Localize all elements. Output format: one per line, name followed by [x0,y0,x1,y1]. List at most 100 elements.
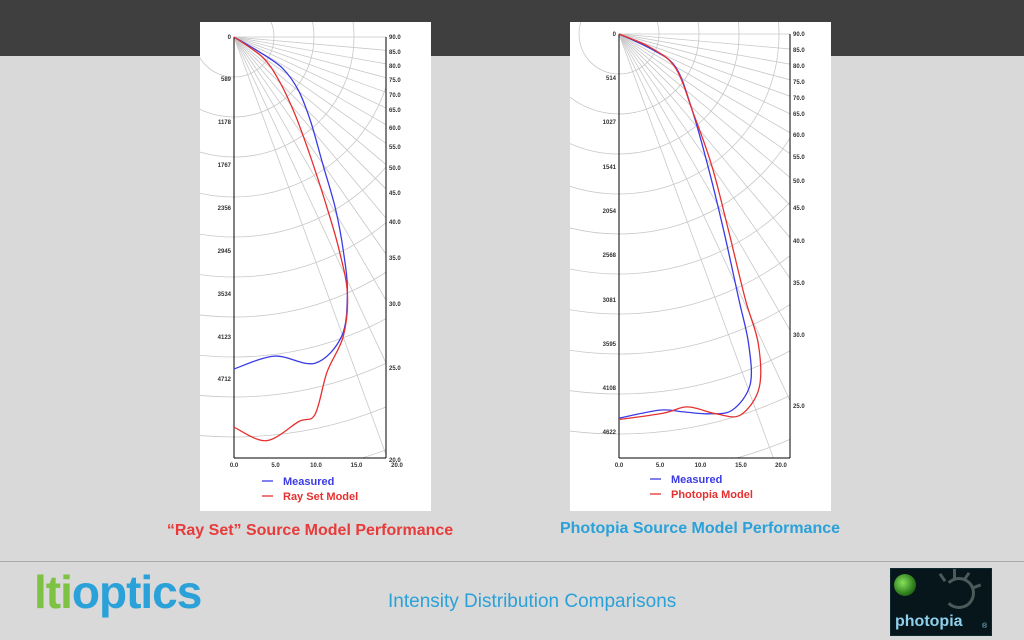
grid-ray [233,36,431,73]
angle-label: 55.0 [793,155,805,161]
y-tick-label: 0 [613,32,617,38]
caption-photopia: Photopia Source Model Performance [559,520,841,537]
grid-ray [233,36,431,91]
y-tick-label: 2945 [218,249,232,255]
angle-label: 60.0 [793,133,805,139]
grid-ray [233,36,431,320]
series-line-model [233,36,349,442]
polar-chart-ray-set: 0 589 1178 1767 2356 2945 3534 4123 4712 0.0 5.0 10… [200,22,431,511]
angle-label: 85.0 [389,50,401,56]
y-tick-label: 0 [228,35,232,41]
ray-mark [953,569,956,578]
angle-label: 55.0 [389,145,401,151]
footer-divider [0,561,1024,562]
x-tick-label: 10.0 [695,463,707,469]
x-tick-label: 20.0 [775,463,787,469]
angle-label: 65.0 [793,112,805,118]
plot-mask [570,458,831,511]
legend-label: Measured [283,476,334,488]
angle-label: 75.0 [389,78,401,84]
angle-label: 45.0 [389,191,401,197]
grid-ray [618,33,831,92]
series-line-measured [233,36,349,370]
slide-title: Intensity Distribution Comparisons [388,591,677,612]
y-tick-label: 1541 [603,165,617,171]
angle-label: 25.0 [793,404,805,410]
y-tick-label: 3534 [218,292,232,298]
grid-ray [618,33,831,134]
y-tick-label: 2568 [603,253,617,259]
sphere-icon [894,574,916,596]
y-tick-label: 589 [221,77,232,83]
angle-label: 35.0 [793,281,805,287]
angle-label: 20.0 [389,458,401,464]
grid-ray [618,33,831,157]
grid-arc [200,22,275,78]
plot-mask [386,22,431,511]
y-tick-label: 4622 [603,430,617,436]
angle-label: 90.0 [793,32,805,38]
angle-label: 90.0 [389,35,401,41]
grid-ray [233,36,431,380]
grid-ray [618,33,831,338]
grid-arc [570,22,740,155]
angle-label: 85.0 [793,48,805,54]
y-tick-label: 4712 [218,377,232,383]
logo-wordmark: photopia [895,613,963,630]
swirl-icon [943,577,975,609]
registered-mark: ® [982,623,988,630]
grid-ray [618,33,791,504]
angle-label: 40.0 [793,239,805,245]
chart-panel-photopia: 0 514 1027 1541 2054 2568 3081 3595 4108 4622 0.0 5… [570,22,831,511]
angle-label: 30.0 [389,302,401,308]
angle-label: 30.0 [793,333,805,339]
plot-mask [200,458,431,511]
top-banner [0,0,1024,56]
y-tick-label: 514 [606,76,617,82]
grid-ray [233,36,431,130]
y-tick-label: 4108 [603,386,617,392]
angle-label: 50.0 [389,166,401,172]
grid-arc [200,22,355,158]
grid-ray [233,36,431,152]
angle-label: 25.0 [389,366,401,372]
y-tick-label: 2356 [218,206,232,212]
x-tick-label: 5.0 [656,463,665,469]
plot-mask [790,22,831,511]
x-tick-label: 20.0 [391,463,403,469]
angle-label: 35.0 [389,256,401,262]
grid-ray [233,36,431,110]
legend-label: Ray Set Model [283,491,358,503]
x-tick-label: 5.0 [271,463,280,469]
x-tick-label: 15.0 [735,463,747,469]
y-tick-label: 3081 [603,298,617,304]
ray-mark [938,572,947,583]
angle-label: 75.0 [793,80,805,86]
brand-logo-text: ltioptics [34,565,202,619]
x-tick-label: 10.0 [310,463,322,469]
legend-label: Photopia Model [671,489,753,501]
x-tick-label: 15.0 [351,463,363,469]
y-tick-label: 4123 [218,335,232,341]
grid-ray [233,36,431,55]
angle-label: 60.0 [389,126,401,132]
y-tick-label: 2054 [603,209,617,215]
angle-label: 65.0 [389,108,401,114]
caption-ray-set: “Ray Set” Source Model Performance [166,522,454,539]
brand-part-lti: lti [34,566,73,618]
grid-ray [618,33,831,112]
legend-label: Measured [671,474,722,486]
grid-ray [618,33,831,288]
angle-label: 80.0 [793,64,805,70]
brand-part-optics: optics [71,566,202,618]
polar-chart-photopia: 0 514 1027 1541 2054 2568 3081 3595 4108 4622 0.0 5… [570,22,831,511]
angle-label: 45.0 [793,206,805,212]
x-tick-label: 0.0 [615,463,624,469]
grid-ray [233,36,431,176]
angle-label: 50.0 [793,179,805,185]
chart-panel-ray-set: 0 589 1178 1767 2356 2945 3534 4123 4712 0.0 5.0 10… [200,22,431,511]
photopia-logo: photopia ® [890,568,992,636]
y-tick-label: 1767 [218,163,232,169]
x-tick-label: 0.0 [230,463,239,469]
series-line-model [618,33,762,421]
